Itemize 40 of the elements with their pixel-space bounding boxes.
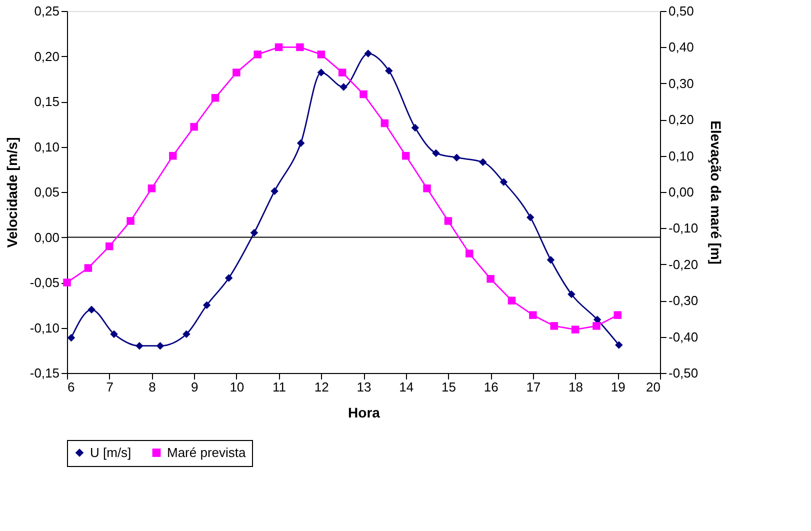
- y-tick-label: 0,25: [34, 4, 60, 18]
- x-tick-label: 20: [646, 380, 660, 394]
- y-tick-label: 0,10: [34, 139, 60, 154]
- y-tick-label: 0,05: [34, 184, 60, 200]
- x-tick-label: 9: [190, 380, 198, 394]
- x-tick-label: 10: [230, 380, 244, 394]
- y-tick-label: -0,15: [30, 366, 60, 380]
- y2-tick-label: 0,20: [668, 112, 694, 128]
- y-tick-label: 0,15: [34, 94, 60, 109]
- y-tick-label: -0,10: [30, 320, 60, 336]
- x-tick-label: 17: [526, 380, 541, 394]
- x-tick-label: 15: [441, 380, 456, 394]
- x-tick-label: 16: [484, 380, 498, 394]
- x-tick-label: 6: [68, 380, 75, 394]
- x-tick-label: 18: [568, 380, 584, 394]
- y2-tick-label: -0,40: [668, 329, 698, 344]
- x-tick-label: 11: [272, 380, 286, 394]
- y2-tick-label: 0,40: [668, 40, 694, 55]
- y2-tick-label: -0,50: [668, 366, 698, 380]
- y2-tick-label: 0,00: [668, 184, 694, 200]
- legend-label: Maré prevista: [167, 444, 247, 460]
- legend-label: U [m/s]: [90, 444, 132, 460]
- x-tick-label: 7: [106, 380, 114, 394]
- y-axis-title: Velocidade [m/s]: [4, 137, 20, 248]
- x-tick-label: 19: [610, 380, 626, 394]
- y-tick-label: -0,05: [30, 275, 60, 290]
- x-tick-label: 14: [399, 380, 414, 394]
- y2-tick-label: -0,10: [668, 220, 698, 236]
- x-axis-title: Hora: [348, 404, 380, 420]
- y2-axis-title: Elevação da maré [m]: [708, 120, 724, 264]
- y2-tick-label: -0,20: [668, 256, 698, 272]
- x-tick-label: 8: [148, 380, 156, 394]
- y2-tick-label: 0,10: [668, 148, 694, 164]
- y2-tick-label: 0,30: [668, 76, 694, 91]
- x-tick-label: 12: [314, 380, 329, 394]
- y2-tick-label: -0,30: [668, 293, 698, 308]
- y-tick-label: 0,20: [34, 48, 60, 64]
- x-tick-label: 13: [356, 380, 372, 394]
- y-tick-label: 0,00: [34, 230, 60, 245]
- y2-tick-label: 0,50: [668, 4, 694, 18]
